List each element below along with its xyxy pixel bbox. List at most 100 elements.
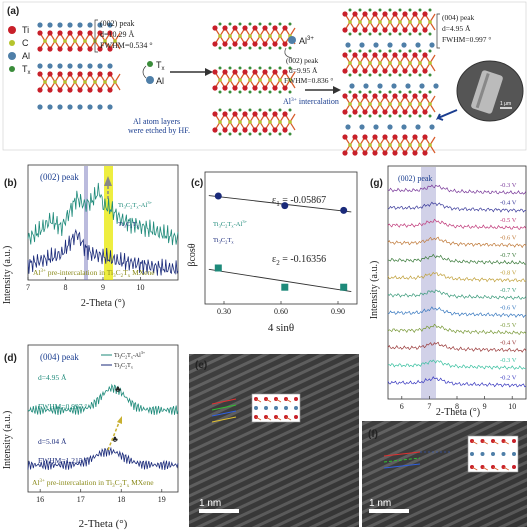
arrow-right-icon-2: [333, 86, 341, 94]
al3-ion-icon: [288, 36, 296, 44]
voltage-label: -0.7 V: [500, 252, 517, 259]
al3-label: Al3+: [299, 36, 314, 46]
panel-d-legend-1: Ti3C2Tx-Al3+: [114, 350, 146, 360]
x-tick-label: 18: [117, 495, 125, 504]
etch-note-line2: were etched by HF.: [128, 126, 190, 135]
inset-atom: [470, 452, 474, 456]
club-marker-1-icon: ♣: [115, 384, 121, 394]
panel-c-legend-1: Ti3C2Tx-Al3+: [213, 219, 248, 229]
mxene-layer: [212, 108, 296, 136]
al-row: [37, 63, 113, 69]
panel-d-note: Al3+ pre-intercalation in Ti3C2Tx MXene: [32, 478, 154, 489]
lattice-lines-e: [211, 398, 237, 423]
right-peak-fwhm: FWHM=0.997 °: [442, 35, 491, 44]
ti-atom-icon: [8, 26, 16, 34]
voltage-curve: [387, 218, 527, 230]
shift-arrow-d-icon: [117, 416, 122, 424]
panel-c-legend-2: Ti3C2Tx: [213, 237, 234, 245]
left-peak-d: d=10.29 Å: [100, 30, 135, 39]
inset-atom: [480, 452, 485, 456]
panel-f-label: (f): [368, 429, 378, 440]
voltage-curve: [387, 376, 527, 388]
panel-g-plot-area: [387, 165, 527, 400]
panel-c-ticks: 0.30 0.60 0.90: [217, 301, 345, 316]
panel-b-series: [27, 182, 179, 276]
x-tick-label: 9: [483, 402, 487, 411]
panel-g-peak: (002) peak: [398, 174, 432, 183]
bracket-icon: [142, 65, 147, 79]
panel-c-ylabel: βcosθ: [187, 243, 198, 266]
scale-bar-f: [369, 509, 409, 513]
panel-c-xlabel: 4 sinθ: [268, 322, 294, 334]
mid-peak-fwhm: FWHM=0.836 °: [284, 76, 333, 85]
inset-atom: [294, 397, 298, 401]
x-tick-label: 16: [36, 495, 44, 504]
panel-b-plot-area: [27, 164, 179, 281]
voltage-curve: [387, 271, 527, 283]
series-line-1: [27, 383, 179, 416]
pointer-arrow-icon: [435, 109, 458, 121]
al-atom-icon: [8, 52, 16, 60]
inset-atom: [264, 406, 268, 410]
data-point: [214, 264, 222, 272]
panel-c-eps1: ε1 = -0.05867: [272, 195, 326, 208]
panel-d-d1: d=4.95 Å: [38, 373, 67, 382]
voltage-label: -0.5 V: [500, 322, 517, 329]
panel-g-series: -0.3 V -0.4 V -0.5 V -0.6 V -0.7 V -0.8 V -0.7…: [387, 182, 527, 388]
panel-g: (g) Intensity (a.u.) -0.3 V-0.4 V-0.5 V-…: [369, 165, 527, 418]
panel-d-ylabel: Intensity (a.u.): [2, 411, 13, 470]
etch-arrow: [170, 68, 213, 76]
panel-g-label: (g): [370, 178, 383, 189]
legend-al: Al: [22, 51, 30, 61]
voltage-curve: [387, 236, 527, 249]
voltage-label: -0.8 V: [500, 270, 517, 277]
voltage-label: -0.5 V: [500, 217, 517, 224]
panel-a: (a) Ti C Al Tx (002) peak d=10.29 Å FWHM…: [2, 1, 527, 156]
x-tick-label: 7: [26, 283, 30, 292]
panel-a-label: (a): [7, 6, 19, 17]
voltage-curve: [387, 323, 527, 335]
shift-arrow-icon: [104, 176, 112, 186]
left-peak-box: (002) peak d=10.29 Å FWHM=0.534 °: [94, 19, 153, 53]
sem-scale: 1 μm: [500, 101, 511, 107]
panel-d-ticks: 16 17 18 19: [36, 489, 166, 504]
sem-inset: 1 μm: [435, 60, 524, 122]
voltage-curve: [387, 306, 527, 318]
data-point: [281, 202, 289, 210]
right-peak-title: (004) peak: [442, 13, 475, 22]
panel-g-band: [421, 167, 436, 399]
band-al: [84, 166, 88, 280]
etch-note-line1: Al atom layers: [133, 117, 180, 126]
panel-d-series: [27, 383, 179, 470]
mid-peak-box: (002) peak d=9.95 Å FWHM=0.836 °: [284, 56, 333, 85]
voltage-curve: [387, 201, 527, 213]
panel-b-ylabel: Intensity (a.u.): [2, 246, 13, 305]
panel-f: (f) 1 nm: [362, 421, 527, 527]
mxene-layer: [342, 8, 436, 36]
curved-arrow-icon: [284, 47, 293, 59]
voltage-label: -0.6 V: [500, 235, 517, 242]
mid-peak-d: d=9.95 Å: [289, 66, 318, 75]
x-tick-label: 10: [508, 402, 516, 411]
panel-b-note: Al3+ pre-intercalation in Ti3C2Tx MXene: [33, 268, 155, 279]
data-point: [340, 206, 348, 214]
panel-b-xlabel: 2-Theta (°): [81, 298, 125, 309]
mxene-layer: [212, 66, 296, 94]
panel-b-ticks: 7 8 9 10: [26, 277, 145, 292]
panel-e-label: (e): [195, 360, 207, 371]
inset-atom: [274, 406, 278, 410]
inset-atom: [294, 415, 298, 419]
intercalation-arrow: [305, 86, 341, 94]
x-tick-label: 8: [64, 283, 68, 292]
scale-bar-e: [199, 509, 239, 513]
panel-g-ylabel: Intensity (a.u.): [369, 261, 380, 320]
al-row: [345, 42, 435, 48]
panel-d-d2: d=5.04 Å: [38, 437, 67, 446]
inset-atom: [491, 452, 495, 456]
voltage-label: -0.7 V: [500, 287, 517, 294]
voltage-curve: [387, 253, 527, 265]
mid-peak-title: (002) peak: [286, 56, 319, 65]
legend-tx: Tx: [22, 64, 31, 76]
legend-ti: Ti: [22, 25, 29, 35]
